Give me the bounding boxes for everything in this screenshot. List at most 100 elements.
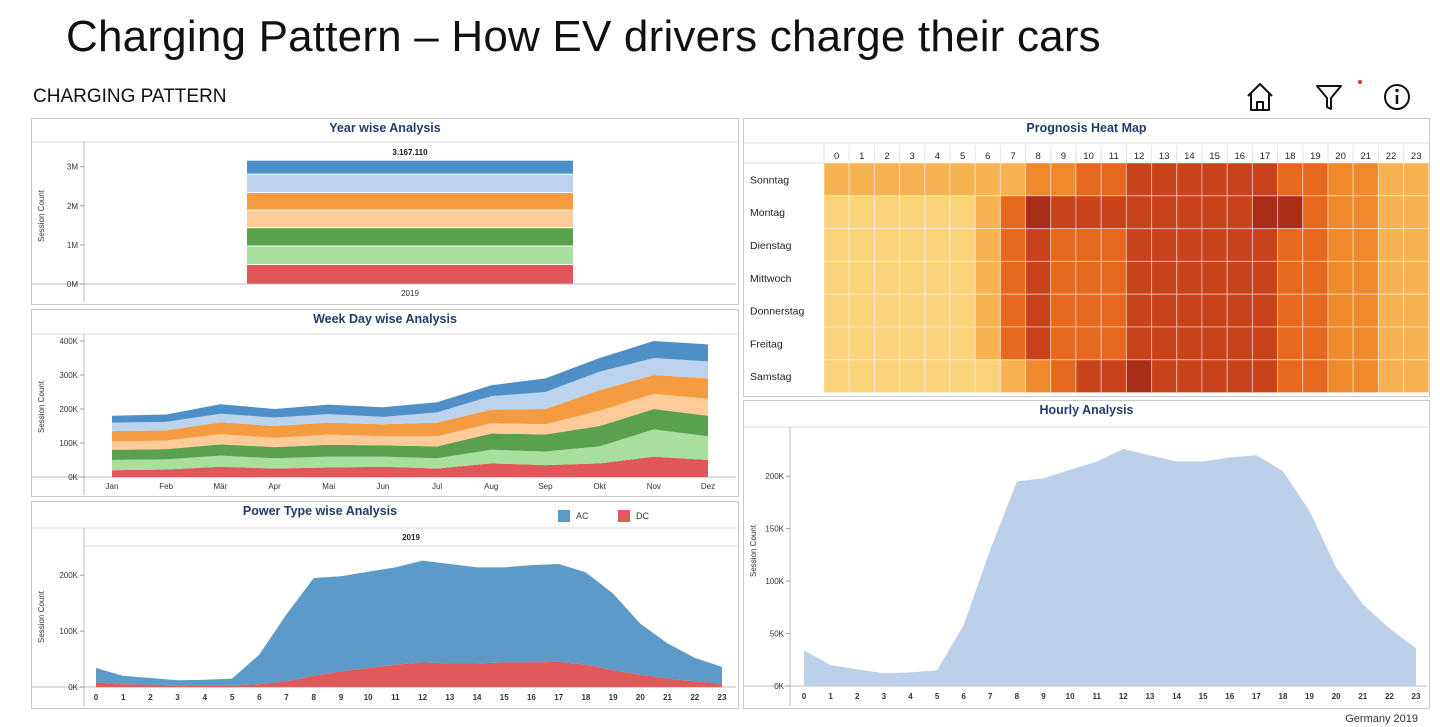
y-tick-label: 3M: [67, 163, 78, 172]
x-tick-label: 14: [1172, 692, 1181, 701]
heat-cell: [1302, 162, 1329, 197]
total-label: 3.167.110: [392, 148, 428, 157]
heat-x-label: 10: [1083, 151, 1094, 162]
x-tick-label: Apr: [268, 482, 281, 491]
heat-cell: [1075, 195, 1102, 230]
heat-cell: [1251, 228, 1279, 262]
x-tick-label: 9: [1041, 692, 1046, 701]
y-axis-title: Session Count: [749, 524, 758, 577]
bar-segment-3: [247, 210, 573, 228]
heat-cell: [1226, 260, 1253, 295]
heat-x-label: 20: [1335, 151, 1346, 162]
heat-cell: [1302, 260, 1329, 295]
heat-cell: [1327, 326, 1354, 361]
heat-cell: [1277, 260, 1304, 295]
heat-cell: [1352, 260, 1379, 295]
heat-cell: [823, 326, 850, 361]
x-tick-label: Jul: [432, 482, 442, 491]
heat-cell: [823, 195, 850, 230]
heat-cell: [1025, 162, 1052, 197]
info-icon[interactable]: [1380, 80, 1414, 114]
heat-cell: [974, 293, 1001, 328]
y-tick-label: 100K: [59, 627, 78, 636]
area-series-2: [112, 409, 708, 460]
heat-cell: [1100, 326, 1127, 361]
heat-cell: [823, 359, 850, 394]
heat-x-label: 13: [1159, 151, 1170, 162]
heat-cell: [1151, 195, 1178, 230]
heat-cell: [1025, 326, 1052, 361]
heat-cell: [1403, 162, 1429, 197]
heat-cell: [999, 326, 1027, 361]
heat-cell: [1125, 195, 1153, 230]
heat-cell: [1377, 293, 1405, 328]
year-chart: 0M 1M 2M 3M Session Count 3.167.110 2019: [32, 141, 738, 302]
area-series-3: [112, 393, 708, 450]
heat-x-label: 23: [1411, 151, 1422, 162]
dashboard-title: CHARGING PATTERN: [33, 86, 227, 107]
heat-cell: [1125, 260, 1153, 295]
heat-cell: [1251, 162, 1279, 197]
heat-cell: [924, 195, 951, 230]
slide-title: Charging Pattern – How EV drivers charge…: [66, 12, 1101, 61]
heat-cell: [1050, 260, 1077, 295]
y-axis-title: Session Count: [37, 590, 46, 643]
x-tick-label: 21: [663, 693, 672, 702]
legend-dc[interactable]: DC: [618, 510, 649, 522]
heat-cell: [1377, 326, 1405, 361]
heat-cell: [1075, 162, 1102, 197]
heat-cell: [1251, 195, 1279, 230]
x-tick-label: Jun: [376, 482, 389, 491]
x-tick-label: 16: [1225, 692, 1234, 701]
heat-x-label: 16: [1235, 151, 1246, 162]
x-tick-label: Jan: [106, 482, 119, 491]
y-tick-label: 200K: [765, 472, 784, 481]
heat-x-label: 3: [910, 151, 915, 162]
heat-cell: [974, 359, 1001, 394]
weekday-panel: Week Day wise Analysis 0K 100K 200K 300K 400…: [31, 309, 739, 497]
heat-cell: [1151, 293, 1178, 328]
x-tick-label: 21: [1358, 692, 1367, 701]
heat-cell: [1075, 326, 1102, 361]
x-tick-label: 14: [473, 693, 482, 702]
heat-cell: [848, 162, 875, 197]
x-tick-label: Sep: [538, 482, 553, 491]
heatmap-panel: Prognosis Heat Map 0 1 2 3 4 5 6 7 8 9 10 11 12 13 14 1…: [743, 118, 1430, 397]
heat-cell: [1075, 359, 1102, 394]
x-tick-label: 23: [1412, 692, 1421, 701]
heat-cell: [1125, 293, 1153, 328]
y-tick-label: 1M: [67, 241, 78, 250]
heat-cell: [1352, 195, 1379, 230]
heat-cell: [1251, 326, 1279, 361]
heat-cell: [1277, 228, 1304, 262]
x-tick-label: 6: [257, 693, 262, 702]
heat-cell: [1151, 326, 1178, 361]
weekday-chart: 0K 100K 200K 300K 400K Session Count Jan Feb Mär…: [32, 333, 738, 495]
heat-cell: [1352, 293, 1379, 328]
heat-cell: [848, 228, 875, 262]
heat-cell: [1100, 260, 1127, 295]
heat-cell: [949, 359, 976, 394]
x-tick-label: 20: [636, 693, 645, 702]
heat-cell: [1302, 228, 1329, 262]
bar-segment-4: [247, 193, 573, 210]
heatmap-title: Prognosis Heat Map: [1026, 121, 1147, 135]
legend-ac[interactable]: AC: [558, 510, 589, 522]
toolbar: [1240, 79, 1420, 116]
x-tick-label: 18: [1279, 692, 1288, 701]
home-icon[interactable]: [1243, 80, 1277, 114]
heat-x-label: 8: [1036, 151, 1041, 162]
filter-icon[interactable]: [1312, 79, 1362, 114]
x-tick-label: Dez: [701, 482, 715, 491]
heat-x-label: 21: [1361, 151, 1372, 162]
heat-cell: [848, 293, 875, 328]
heat-cell: [873, 260, 901, 295]
heat-cell: [873, 293, 901, 328]
heat-cell: [1226, 162, 1253, 197]
heat-y-label: Dienstag: [750, 240, 792, 252]
x-tick-label: Mai: [322, 482, 335, 491]
area-series-ac: [96, 560, 722, 686]
x-tick-label: 19: [609, 693, 618, 702]
bar-segment-5: [247, 174, 573, 193]
